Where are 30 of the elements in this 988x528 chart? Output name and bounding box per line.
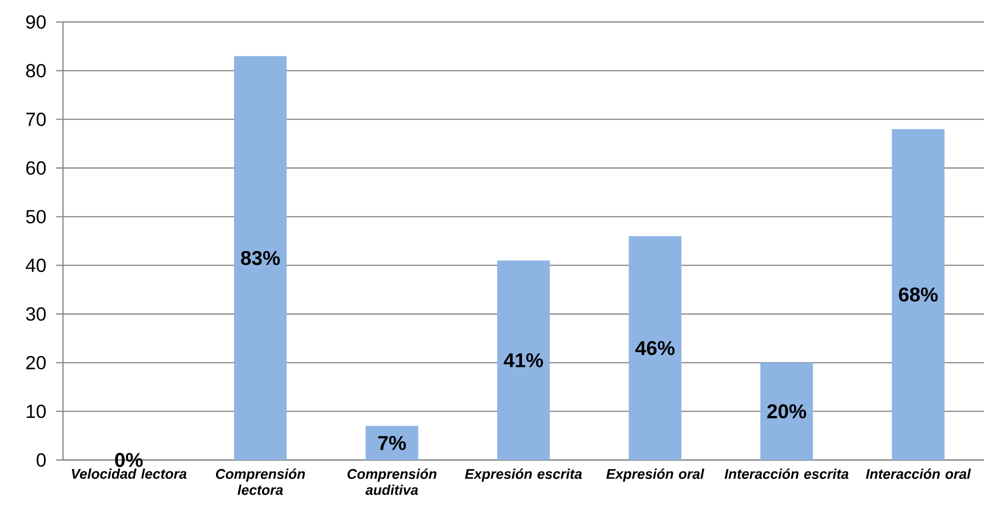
y-tick-label: 90 — [26, 15, 46, 29]
data-label: 7% — [378, 436, 406, 450]
y-tick-label: 60 — [26, 161, 46, 175]
x-tick-label: Comprensión lectora — [216, 468, 305, 495]
y-tick-label: 0 — [36, 453, 46, 467]
bar — [760, 362, 813, 460]
bar — [628, 236, 682, 460]
bar — [234, 56, 287, 460]
data-label: 83% — [240, 250, 280, 266]
data-label: 41% — [504, 353, 543, 368]
data-label: 0% — [115, 452, 143, 468]
data-label: 68% — [898, 287, 938, 302]
x-tick-label: Expresión escrita — [465, 468, 582, 482]
y-tick-label: 50 — [26, 210, 46, 224]
x-tick-label: Velocidad lectora — [72, 468, 186, 479]
x-tick-label: Expresión oral — [606, 468, 704, 482]
bar — [366, 426, 418, 460]
bar — [497, 260, 550, 460]
y-tick-label: 20 — [26, 356, 46, 370]
y-tick-label: 10 — [26, 404, 46, 418]
data-label: 46% — [635, 340, 675, 356]
y-tick-label: 30 — [26, 307, 46, 321]
x-tick-label: Interacción oral — [866, 468, 971, 479]
x-tick-label: Interacción escrita — [724, 468, 848, 479]
y-tick-label: 70 — [26, 112, 46, 126]
y-tick-label: 40 — [26, 258, 46, 272]
y-tick-label: 80 — [26, 64, 46, 78]
data-label: 20% — [767, 404, 806, 418]
bar — [892, 129, 945, 460]
x-tick-label: Comprensión auditiva — [348, 468, 436, 495]
